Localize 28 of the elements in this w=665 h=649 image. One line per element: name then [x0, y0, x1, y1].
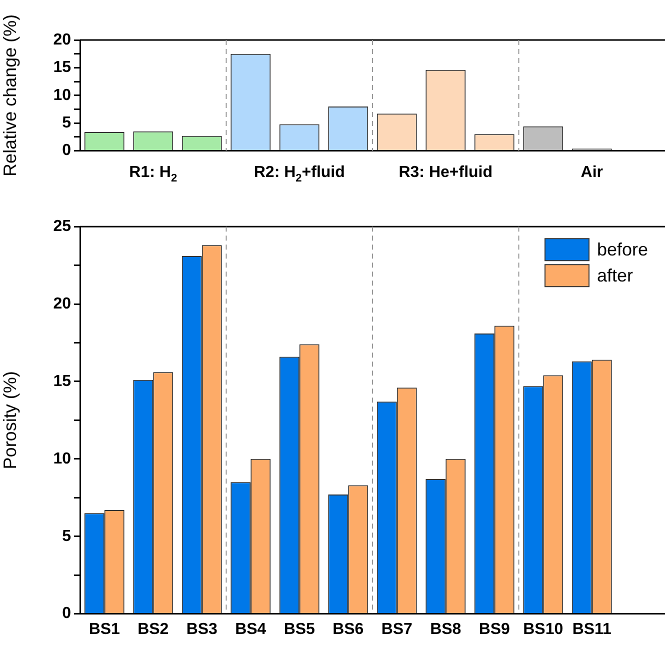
- y-axis-title: Porosity (%): [0, 371, 20, 470]
- y-tick-label: 10: [53, 450, 72, 468]
- y-tick-label: 20: [53, 295, 72, 312]
- x-tick-label: BS1: [88, 620, 120, 638]
- y-tick-label: 20: [53, 31, 72, 48]
- y-tick-label: 0: [62, 142, 72, 160]
- text: R3: He+fluid: [398, 164, 493, 181]
- y-tick-label: 5: [62, 528, 72, 545]
- x-tick-label: BS4: [235, 620, 266, 638]
- text: Air: [580, 164, 603, 181]
- x-tick-label: BS3: [186, 620, 218, 638]
- x-tick-label: BS11: [572, 620, 612, 638]
- legend-label: after: [597, 266, 634, 286]
- legend-label: before: [597, 240, 648, 260]
- x-tick-label: BS9: [478, 620, 510, 638]
- y-tick-label: 0: [62, 605, 72, 622]
- y-tick-label: 10: [53, 86, 72, 104]
- y-axis-title: Relative change (%): [0, 14, 20, 176]
- x-tick-label: BS2: [138, 620, 169, 638]
- y-tick-label: 5: [62, 114, 72, 132]
- x-tick-label: BS10: [523, 620, 564, 638]
- x-tick-label: BS5: [284, 620, 316, 638]
- y-tick-label: 25: [53, 218, 72, 236]
- y-tick-label: 15: [53, 372, 72, 390]
- x-tick-label: BS8: [430, 620, 462, 638]
- x-tick-label: BS6: [332, 620, 364, 638]
- x-tick-label: BS7: [381, 620, 413, 638]
- y-tick-label: 15: [53, 59, 72, 76]
